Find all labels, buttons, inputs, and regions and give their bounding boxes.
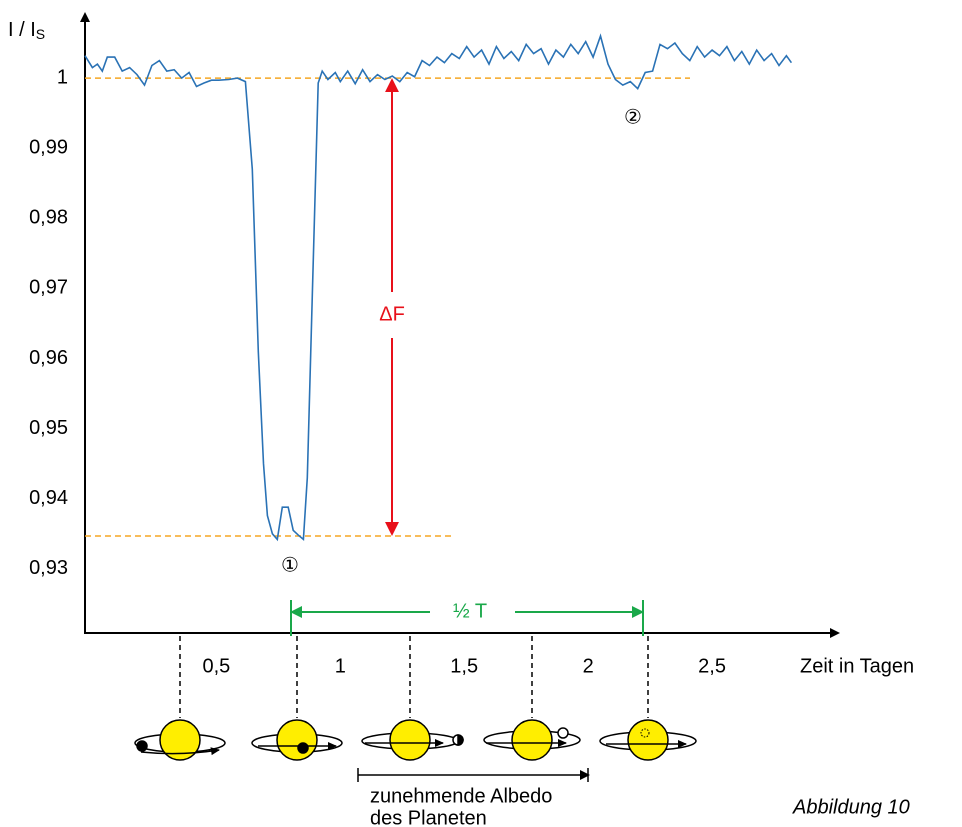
y-axis-label: I / IS [8, 19, 45, 41]
period-label: ½ T [453, 600, 487, 622]
y-label-main: I / I [8, 19, 36, 41]
x-tick-label: 2,5 [698, 655, 726, 677]
y-tick-label: 1 [57, 66, 68, 88]
x-tick-label: 0,5 [202, 655, 230, 677]
orbit-4 [483, 719, 581, 761]
orbit-3 [361, 719, 464, 761]
delta-f-label: ΔF [379, 303, 405, 325]
y-tick-label: 0,97 [29, 277, 68, 299]
caption: Abbildung 10 [792, 796, 910, 818]
data-line [84, 33, 793, 542]
albedo-text: des Planeten [370, 807, 487, 827]
y-tick-label: 0,99 [29, 136, 68, 158]
y-tick-label: 0,95 [29, 417, 68, 439]
x-tick-label: 1 [335, 655, 346, 677]
albedo-text: zunehmende Albedo [370, 785, 552, 807]
axes [80, 12, 840, 638]
orbit-5 [599, 719, 697, 761]
x-tick-label: 1,5 [450, 655, 478, 677]
orbit-1 [134, 719, 226, 761]
marker-2: ② [624, 106, 642, 128]
x-tick-label: 2 [583, 655, 594, 677]
y-label-sub: S [36, 26, 45, 42]
x-axis-label: Zeit in Tagen [800, 655, 914, 677]
marker-1: ① [281, 554, 299, 576]
y-tick-label: 0,98 [29, 207, 68, 229]
y-tick-label: 0,94 [29, 487, 68, 509]
orbit-diagrams [134, 636, 697, 782]
guide-lines [179, 636, 649, 718]
orbit-2 [251, 719, 343, 761]
y-tick-label: 0,93 [29, 557, 68, 579]
y-tick-label: 0,96 [29, 347, 68, 369]
